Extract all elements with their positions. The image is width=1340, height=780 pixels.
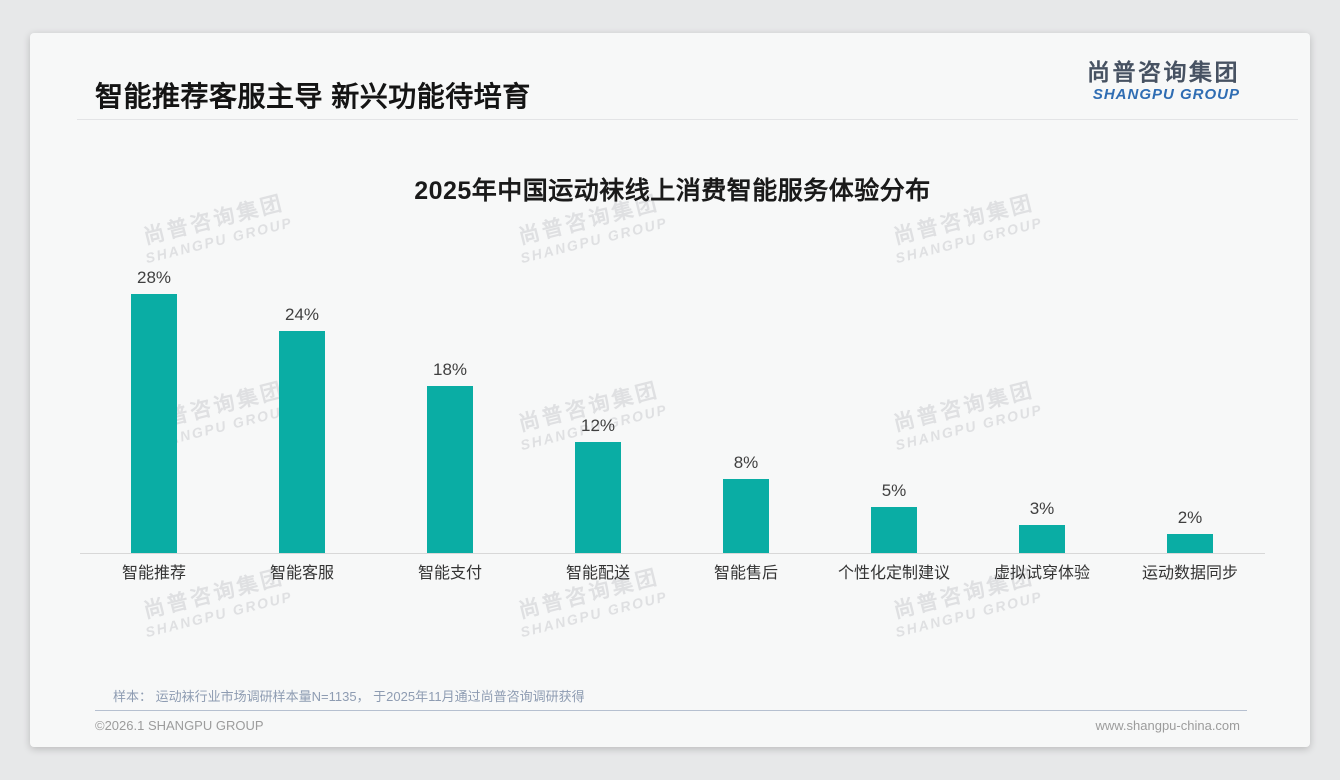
bar-category-label: 智能支付 <box>417 565 482 582</box>
watermark-en-text: SHANGPU GROUP <box>518 588 670 641</box>
bar <box>1167 534 1213 553</box>
bar-category-label: 智能客服 <box>269 565 334 582</box>
logo-english-text: SHANGPU GROUP <box>1092 86 1240 103</box>
bar-value-label: 2% <box>1177 508 1203 527</box>
footer-copyright: ©2026.1 SHANGPU GROUP <box>95 718 264 733</box>
bar-category-label: 智能配送 <box>565 565 630 582</box>
bar-column: 2% <box>1116 508 1264 553</box>
bar-category-label: 虚拟试穿体验 <box>993 565 1090 582</box>
watermark-en-text: SHANGPU GROUP <box>893 588 1045 641</box>
bar-column: 5% <box>820 481 968 553</box>
bar-value-label: 12% <box>580 416 616 435</box>
footer-divider <box>95 710 1247 711</box>
watermark-en-text: SHANGPU GROUP <box>143 588 295 641</box>
bar-category-label: 运动数据同步 <box>1141 565 1238 582</box>
category-row: 智能推荐 智能客服 智能支付 智能配送 智能售后 个性化定制建议 虚拟试穿体验 运动数据同步 <box>80 562 1265 586</box>
bar-value-label: 28% <box>136 268 172 287</box>
bar-column: 28% <box>80 268 228 553</box>
bar-column: 8% <box>672 453 820 553</box>
bar <box>575 442 621 553</box>
bar <box>1019 525 1065 553</box>
bar-category-label: 智能售后 <box>713 565 778 582</box>
chart-title: 2025年中国运动袜线上消费智能服务体验分布 <box>414 177 931 205</box>
company-logo: 尚普咨询集团 SHANGPU GROUP <box>1087 59 1240 104</box>
bar <box>723 479 769 553</box>
footer-website: www.shangpu-china.com <box>1095 718 1240 733</box>
sample-footnote: 样本： 运动袜行业市场调研样本量N=1135， 于2025年11月通过尚普咨询调… <box>113 689 585 704</box>
bar <box>427 386 473 553</box>
plot-area: 28% 24% 18% 12% 8% 5% 3% 2% <box>80 193 1265 554</box>
bar-value-label: 5% <box>881 481 907 500</box>
bar-column: 12% <box>524 416 672 553</box>
bar <box>871 507 917 553</box>
bar <box>279 331 325 553</box>
bar-category-label: 个性化定制建议 <box>837 565 950 582</box>
bar-column: 24% <box>228 305 376 553</box>
bar-value-label: 18% <box>432 360 468 379</box>
bar-value-label: 8% <box>733 453 759 472</box>
bar-category-label: 智能推荐 <box>121 565 186 582</box>
bar-value-label: 24% <box>284 305 320 324</box>
title-divider <box>77 119 1298 120</box>
bar <box>131 294 177 553</box>
slide-card: 智能推荐客服主导 新兴功能待培育 尚普咨询集团 SHANGPU GROUP 尚普… <box>30 33 1310 747</box>
bar-column: 18% <box>376 360 524 553</box>
bar-column: 3% <box>968 499 1116 553</box>
page-title: 智能推荐客服主导 新兴功能待培育 <box>95 81 531 112</box>
bar-value-label: 3% <box>1029 499 1055 518</box>
logo-chinese-text: 尚普咨询集团 <box>1087 59 1240 85</box>
